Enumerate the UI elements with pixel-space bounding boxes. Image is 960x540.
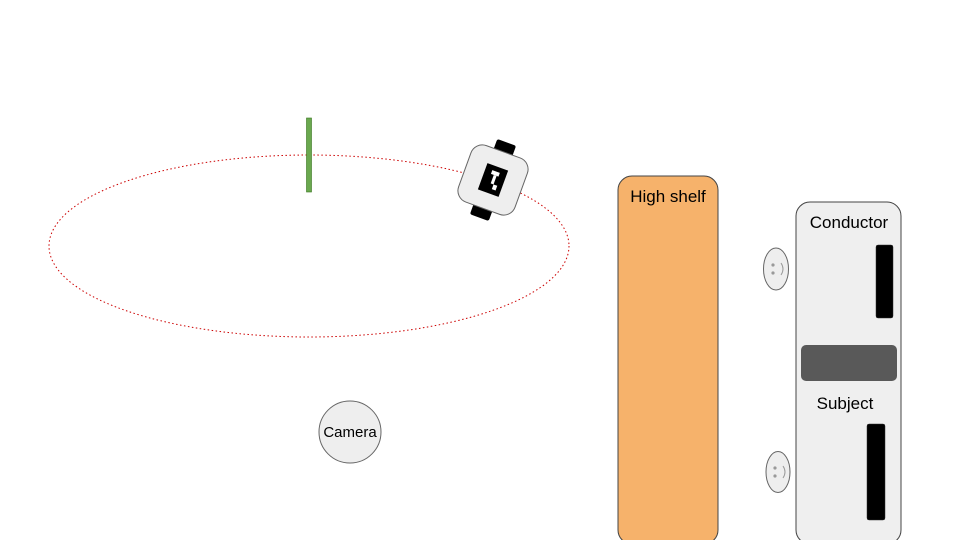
- subject-eye-2: [773, 474, 777, 478]
- conductor-head: [763, 247, 789, 291]
- robot-path-ellipse: [48, 154, 570, 338]
- booth-divider: [801, 345, 897, 381]
- conductor-label: Conductor: [810, 213, 889, 232]
- robot-marker-notch-3: [491, 184, 498, 191]
- shelf-label: High shelf: [630, 187, 706, 206]
- subject-eye-1: [773, 466, 777, 470]
- conductor-eye-2: [771, 271, 775, 275]
- robot-marker-notch-1: [490, 170, 500, 177]
- subject-head: [765, 451, 791, 493]
- subject-label: Subject: [817, 394, 874, 413]
- robot-icon: [457, 139, 529, 221]
- camera-icon: [318, 400, 382, 464]
- camera-label: Camera: [323, 424, 377, 441]
- face-icon: [765, 451, 791, 493]
- conductor-eye-1: [771, 263, 775, 267]
- conductor-screen: [875, 244, 894, 319]
- subject-screen: [866, 423, 886, 521]
- conductor-mouth: [780, 262, 784, 276]
- green-post: [306, 117, 312, 193]
- face-icon: [763, 247, 789, 291]
- robot-marker-notch-2: [490, 174, 497, 185]
- subject-mouth: [782, 465, 786, 479]
- high-shelf: [617, 175, 719, 540]
